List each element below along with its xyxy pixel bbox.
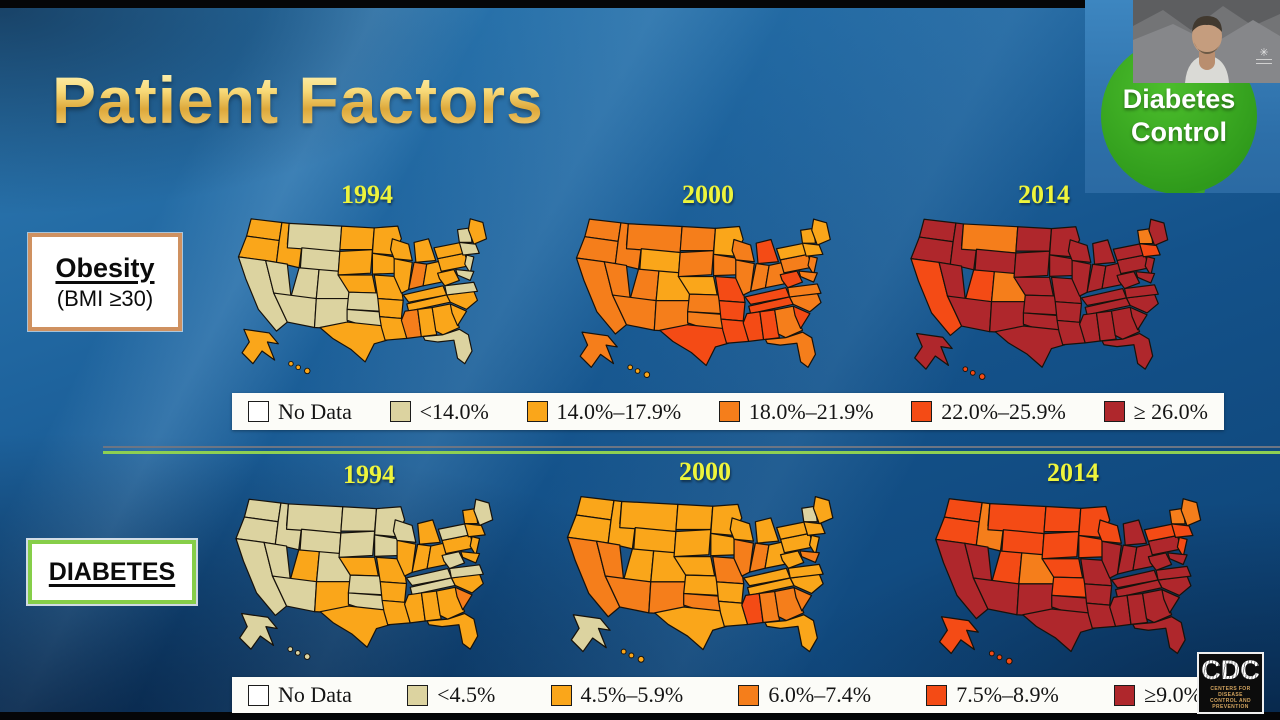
legend-label: <14.0% xyxy=(419,398,489,424)
diabetes-legend: No Data <4.5% 4.5%–5.9% 6.0%–7.4% 7.5%–8.9% ≥… xyxy=(232,677,1218,713)
diabetes-map-1994: 1994 xyxy=(222,460,516,666)
badge-line1: Diabetes xyxy=(1122,83,1236,114)
year-label: 2000 xyxy=(682,180,734,209)
diabetes-map-2000: 2000 xyxy=(553,457,857,669)
diabetes-title: DIABETES xyxy=(48,557,176,586)
us-map xyxy=(895,208,1193,386)
section-divider-green xyxy=(103,451,1280,454)
watermark-logo: ✳ xyxy=(1256,48,1272,68)
us-map xyxy=(928,486,1218,672)
us-map xyxy=(562,208,854,384)
diabetes-control-overlay: Diabetes Control ✳ xyxy=(1085,0,1280,193)
legend-label: ≥ 26.0% xyxy=(1133,398,1208,424)
year-label: 2014 xyxy=(1018,180,1070,209)
legend-swatch xyxy=(407,684,429,706)
legend-label: 18.0%–21.9% xyxy=(748,398,874,424)
legend-label: 7.5%–8.9% xyxy=(956,682,1059,707)
year-label: 1994 xyxy=(343,460,395,489)
us-map xyxy=(222,488,516,666)
legend-swatch xyxy=(926,684,948,706)
obesity-row-label: Obesity (BMI ≥30) xyxy=(28,233,182,331)
us-map xyxy=(228,208,506,380)
us-choropleth-map xyxy=(575,218,831,378)
us-map xyxy=(553,485,857,669)
legend-item: ≥9.0% xyxy=(1114,682,1202,708)
obesity-map-1994: 1994 xyxy=(228,180,506,380)
legend-swatch xyxy=(526,401,548,422)
legend-item: 7.5%–8.9% xyxy=(926,682,1059,708)
legend-label: 22.0%–25.9% xyxy=(941,398,1066,424)
legend-swatch xyxy=(1114,684,1136,706)
legend-swatch xyxy=(718,401,740,422)
year-label: 2014 xyxy=(1047,458,1099,487)
legend-item: 6.0%–7.4% xyxy=(738,682,871,708)
legend-label: No Data xyxy=(278,682,352,707)
legend-swatch xyxy=(248,401,269,422)
legend-item: 14.0%–17.9% xyxy=(526,398,682,425)
legend-label: ≥9.0% xyxy=(1144,682,1202,707)
presenter-figure xyxy=(1133,0,1280,83)
cdc-logo: CDC CENTERS FOR DISEASE CONTROL AND PREV… xyxy=(1197,652,1264,714)
us-choropleth-map xyxy=(935,498,1202,665)
cdc-caption: CENTERS FOR DISEASE CONTROL AND PREVENTI… xyxy=(1209,685,1252,710)
legend-label: No Data xyxy=(278,398,352,424)
page-title: Patient Factors xyxy=(52,63,544,138)
legend-item: <4.5% xyxy=(407,682,495,708)
obesity-subtitle: (BMI ≥30) xyxy=(56,285,154,311)
legend-item: 18.0%–21.9% xyxy=(718,398,874,425)
letterbox-bottom xyxy=(0,712,1280,720)
legend-swatch xyxy=(389,401,411,422)
diabetes-map-2014: 2014 xyxy=(928,458,1218,672)
diabetes-row-label: DIABETES xyxy=(28,540,196,604)
section-divider-gray xyxy=(103,446,1280,448)
us-choropleth-map xyxy=(237,218,488,375)
us-choropleth-map xyxy=(235,498,494,660)
legend-swatch xyxy=(248,684,269,706)
legend-label: <4.5% xyxy=(437,682,496,707)
us-choropleth-map xyxy=(910,218,1169,380)
legend-label: 6.0%–7.4% xyxy=(768,682,872,707)
legend-swatch xyxy=(1103,401,1125,422)
badge-line2: Control xyxy=(1131,117,1227,147)
legend-item: No Data xyxy=(248,399,352,425)
obesity-map-2000: 2000 xyxy=(562,180,854,384)
legend-item: 4.5%–5.9% xyxy=(550,682,684,708)
us-choropleth-map xyxy=(566,495,834,663)
legend-swatch xyxy=(911,401,933,422)
legend-label: 4.5%–5.9% xyxy=(580,682,684,707)
obesity-title: Obesity xyxy=(55,252,155,283)
cdc-acronym: CDC xyxy=(1201,654,1260,685)
year-label: 2000 xyxy=(679,457,731,486)
presenter-webcam-video: ✳ xyxy=(1133,0,1280,83)
year-label: 1994 xyxy=(341,180,393,209)
legend-swatch xyxy=(738,684,760,706)
legend-item: <14.0% xyxy=(389,398,489,425)
legend-item: ≥ 26.0% xyxy=(1103,398,1208,425)
obesity-legend: No Data <14.0% 14.0%–17.9% 18.0%–21.9% 22.0%… xyxy=(232,393,1224,430)
legend-item: No Data xyxy=(248,682,352,708)
obesity-map-2014: 2014 xyxy=(895,180,1193,386)
legend-swatch xyxy=(550,684,572,706)
legend-item: 22.0%–25.9% xyxy=(911,399,1066,425)
legend-label: 14.0%–17.9% xyxy=(556,398,682,424)
letterbox-top xyxy=(0,0,1280,8)
